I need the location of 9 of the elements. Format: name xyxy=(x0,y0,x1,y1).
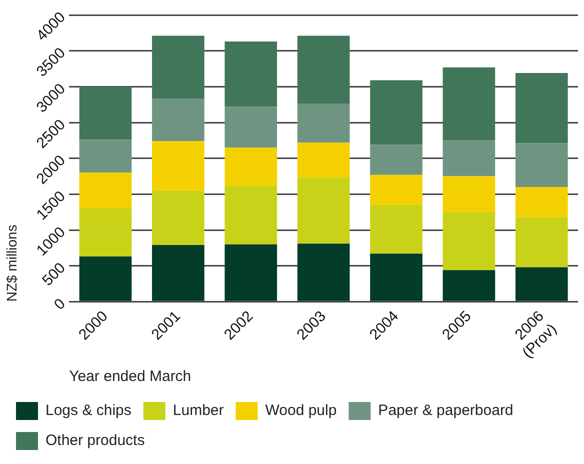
legend-label: Logs & chips xyxy=(46,402,132,420)
x-axis-title: Year ended March xyxy=(69,368,192,386)
legend-label: Wood pulp xyxy=(265,402,337,420)
legend-label: Other products xyxy=(46,432,145,450)
legend-label: Paper & paperboard xyxy=(378,402,514,420)
y-tick-label: 0 xyxy=(50,295,69,314)
y-tick-label: 500 xyxy=(39,260,69,290)
y-axis-title: NZ$ millions xyxy=(3,224,20,302)
legend-label: Lumber xyxy=(172,402,224,420)
